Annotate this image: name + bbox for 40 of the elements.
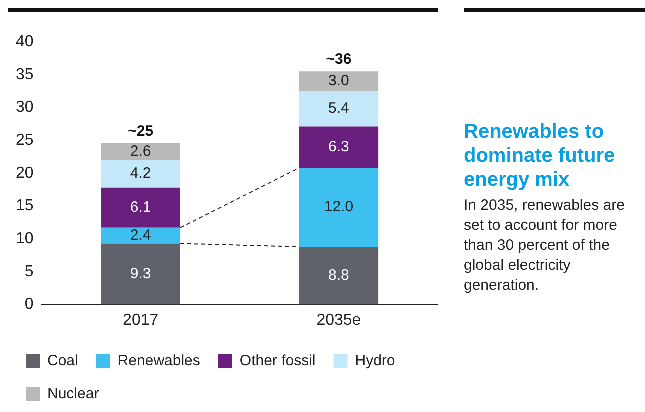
text: Renewables to dominate future energy mix [464,120,616,192]
y-tick-label: 15 [16,198,34,215]
bar [101,143,180,160]
y-tick-label: 0 [24,296,34,314]
data-label: 2.6 [130,142,152,160]
data-label: 6.1 [130,199,152,216]
data-label: 3.0 [328,72,350,90]
total-label: ~36 [326,51,352,68]
y-tick-label: 20 [16,164,34,182]
y-tick-label: 35 [16,66,34,84]
bar [299,91,379,127]
data-label: 5.4 [328,100,350,118]
bar [101,160,180,188]
text: In 2035, renewables are set to account for more than 30 percent of the global electricity generation. [464,196,626,296]
total-label: ~25 [128,122,154,140]
y-tick-label: 25 [16,132,34,149]
bar [299,168,379,247]
y-tick-label: 40 [16,33,34,50]
y-tick-label: 5 [24,263,34,280]
bar [299,72,379,92]
bar [101,244,180,305]
data-label: 9.3 [130,265,152,282]
legend-label: Renewables [118,352,200,370]
data-label: 2.4 [130,226,152,244]
data-label: 8.8 [328,267,350,284]
bar [299,246,379,305]
y-tick-label: 30 [16,99,34,116]
bar [299,126,379,168]
legend-label: Coal [48,352,78,370]
y-tick-label: 10 [16,230,34,248]
data-label: 6.3 [328,138,350,156]
legend-label: Hydro [355,352,396,370]
x-tick-label: 2035e [316,312,362,329]
x-tick-label: 2017 [123,312,159,329]
legend-label: Nuclear [48,386,100,403]
data-label: 4.2 [130,165,152,182]
legend-label: Other fossil [240,352,316,370]
bar [101,188,180,228]
data-label: 12.0 [324,198,354,216]
bar [101,228,180,244]
